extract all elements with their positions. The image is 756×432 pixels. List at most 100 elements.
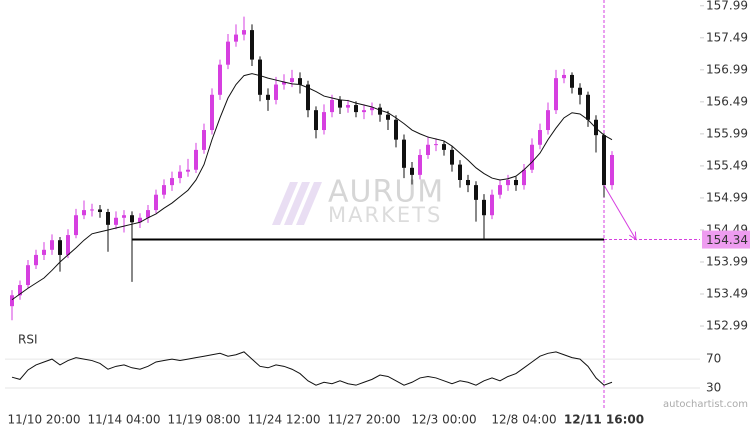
- x-tick-label: 11/14 04:00: [88, 413, 161, 427]
- candle-body: [306, 84, 310, 111]
- candle-body: [522, 169, 526, 186]
- candle-body: [330, 99, 334, 113]
- candle-body: [482, 199, 486, 216]
- watermark: AURUM: [328, 175, 444, 210]
- candle-body: [26, 265, 30, 286]
- candle-body: [138, 217, 142, 223]
- candle-body: [466, 179, 470, 186]
- x-tick-label: 11/10 20:00: [8, 413, 81, 427]
- candle-body: [402, 139, 406, 168]
- candle-body: [450, 149, 454, 165]
- candle-body: [458, 164, 462, 180]
- candle-body: [514, 179, 518, 186]
- y-tick-label: 155.99: [706, 126, 748, 140]
- candle-body: [122, 215, 126, 218]
- candle-body: [290, 78, 294, 82]
- y-tick-label: 154.99: [706, 190, 748, 204]
- candle-body: [98, 209, 102, 213]
- rsi-line: [11, 351, 613, 386]
- candle-body: [498, 185, 502, 195]
- candle-body: [282, 81, 286, 85]
- candle-body: [434, 144, 438, 146]
- candle-body: [362, 110, 366, 113]
- candle-body: [242, 30, 246, 35]
- candle-body: [202, 130, 206, 150]
- candle-body: [258, 59, 262, 95]
- candle-body: [562, 74, 566, 79]
- rsi-title: RSI: [18, 333, 38, 347]
- watermark-logo: [272, 182, 322, 225]
- candle-body: [314, 110, 318, 131]
- candle-body: [554, 78, 558, 111]
- candle-body: [154, 194, 158, 211]
- watermark-sub: MARKETS: [328, 203, 442, 227]
- x-tick-label: 12/3 00:00: [411, 413, 476, 427]
- candle-body: [130, 215, 134, 223]
- candle-body: [602, 135, 606, 186]
- candle-body: [426, 144, 430, 156]
- y-tick-label: 157.99: [706, 0, 748, 12]
- candle-body: [410, 167, 414, 175]
- candle-body: [266, 94, 270, 100]
- moving-average: [11, 73, 613, 301]
- y-tick-label: 153.99: [706, 254, 748, 268]
- candle-body: [50, 240, 54, 250]
- candle-body: [42, 249, 46, 255]
- x-tick-label: 11/27 20:00: [328, 413, 401, 427]
- level-label: 154.34: [706, 233, 748, 247]
- candle-body: [370, 107, 374, 111]
- candle-body: [386, 114, 390, 120]
- candle-body: [210, 94, 214, 131]
- candle-body: [10, 295, 14, 307]
- candle-body: [394, 119, 398, 140]
- candle-body: [114, 217, 118, 225]
- candle-body: [474, 185, 478, 200]
- candle-body: [218, 64, 222, 95]
- candle-body: [298, 78, 302, 85]
- candle-body: [58, 240, 62, 255]
- y-tick-label: 156.99: [706, 62, 748, 76]
- y-tick-label: 155.49: [706, 158, 748, 172]
- candle-body: [34, 254, 38, 266]
- candle-body: [18, 285, 22, 296]
- y-tick-label: 157.49: [706, 30, 748, 44]
- candle-body: [74, 215, 78, 236]
- candle-body: [90, 209, 94, 211]
- y-tick-label: 153.49: [706, 287, 748, 301]
- candle-body: [610, 155, 614, 186]
- x-tick-label: 12/11 16:00: [564, 413, 644, 427]
- candle-body: [442, 144, 446, 150]
- candle-body: [162, 185, 166, 195]
- y-tick-label: 156.49: [706, 94, 748, 108]
- candle-body: [538, 130, 542, 145]
- candle-body: [186, 169, 190, 172]
- x-tick-label: 11/24 12:00: [248, 413, 321, 427]
- candle-body: [338, 99, 342, 108]
- candle-body: [490, 194, 494, 216]
- rsi-tick-label: 30: [706, 381, 721, 395]
- candle-body: [354, 105, 358, 113]
- candle-body: [586, 94, 590, 120]
- x-tick-label: 12/8 04:00: [491, 413, 556, 427]
- candle-body: [570, 74, 574, 88]
- candle-body: [346, 105, 350, 108]
- x-tick-label: 11/19 08:00: [168, 413, 241, 427]
- y-tick-label: 152.99: [706, 319, 748, 333]
- candle-body: [178, 171, 182, 179]
- candle-body: [418, 155, 422, 175]
- candle-body: [66, 235, 70, 255]
- rsi-tick-label: 70: [706, 352, 721, 366]
- candle-body: [234, 34, 238, 42]
- credit: autochartist.com: [663, 399, 748, 410]
- candle-body: [506, 179, 510, 186]
- candle-body: [194, 149, 198, 170]
- candle-body: [578, 87, 582, 95]
- candle-body: [322, 112, 326, 131]
- candle-body: [546, 110, 550, 131]
- candle-body: [226, 41, 230, 65]
- candle-body: [170, 178, 174, 186]
- level-label-box: [702, 230, 750, 249]
- forecast-arrowhead: [629, 231, 637, 241]
- candle-body: [530, 144, 534, 170]
